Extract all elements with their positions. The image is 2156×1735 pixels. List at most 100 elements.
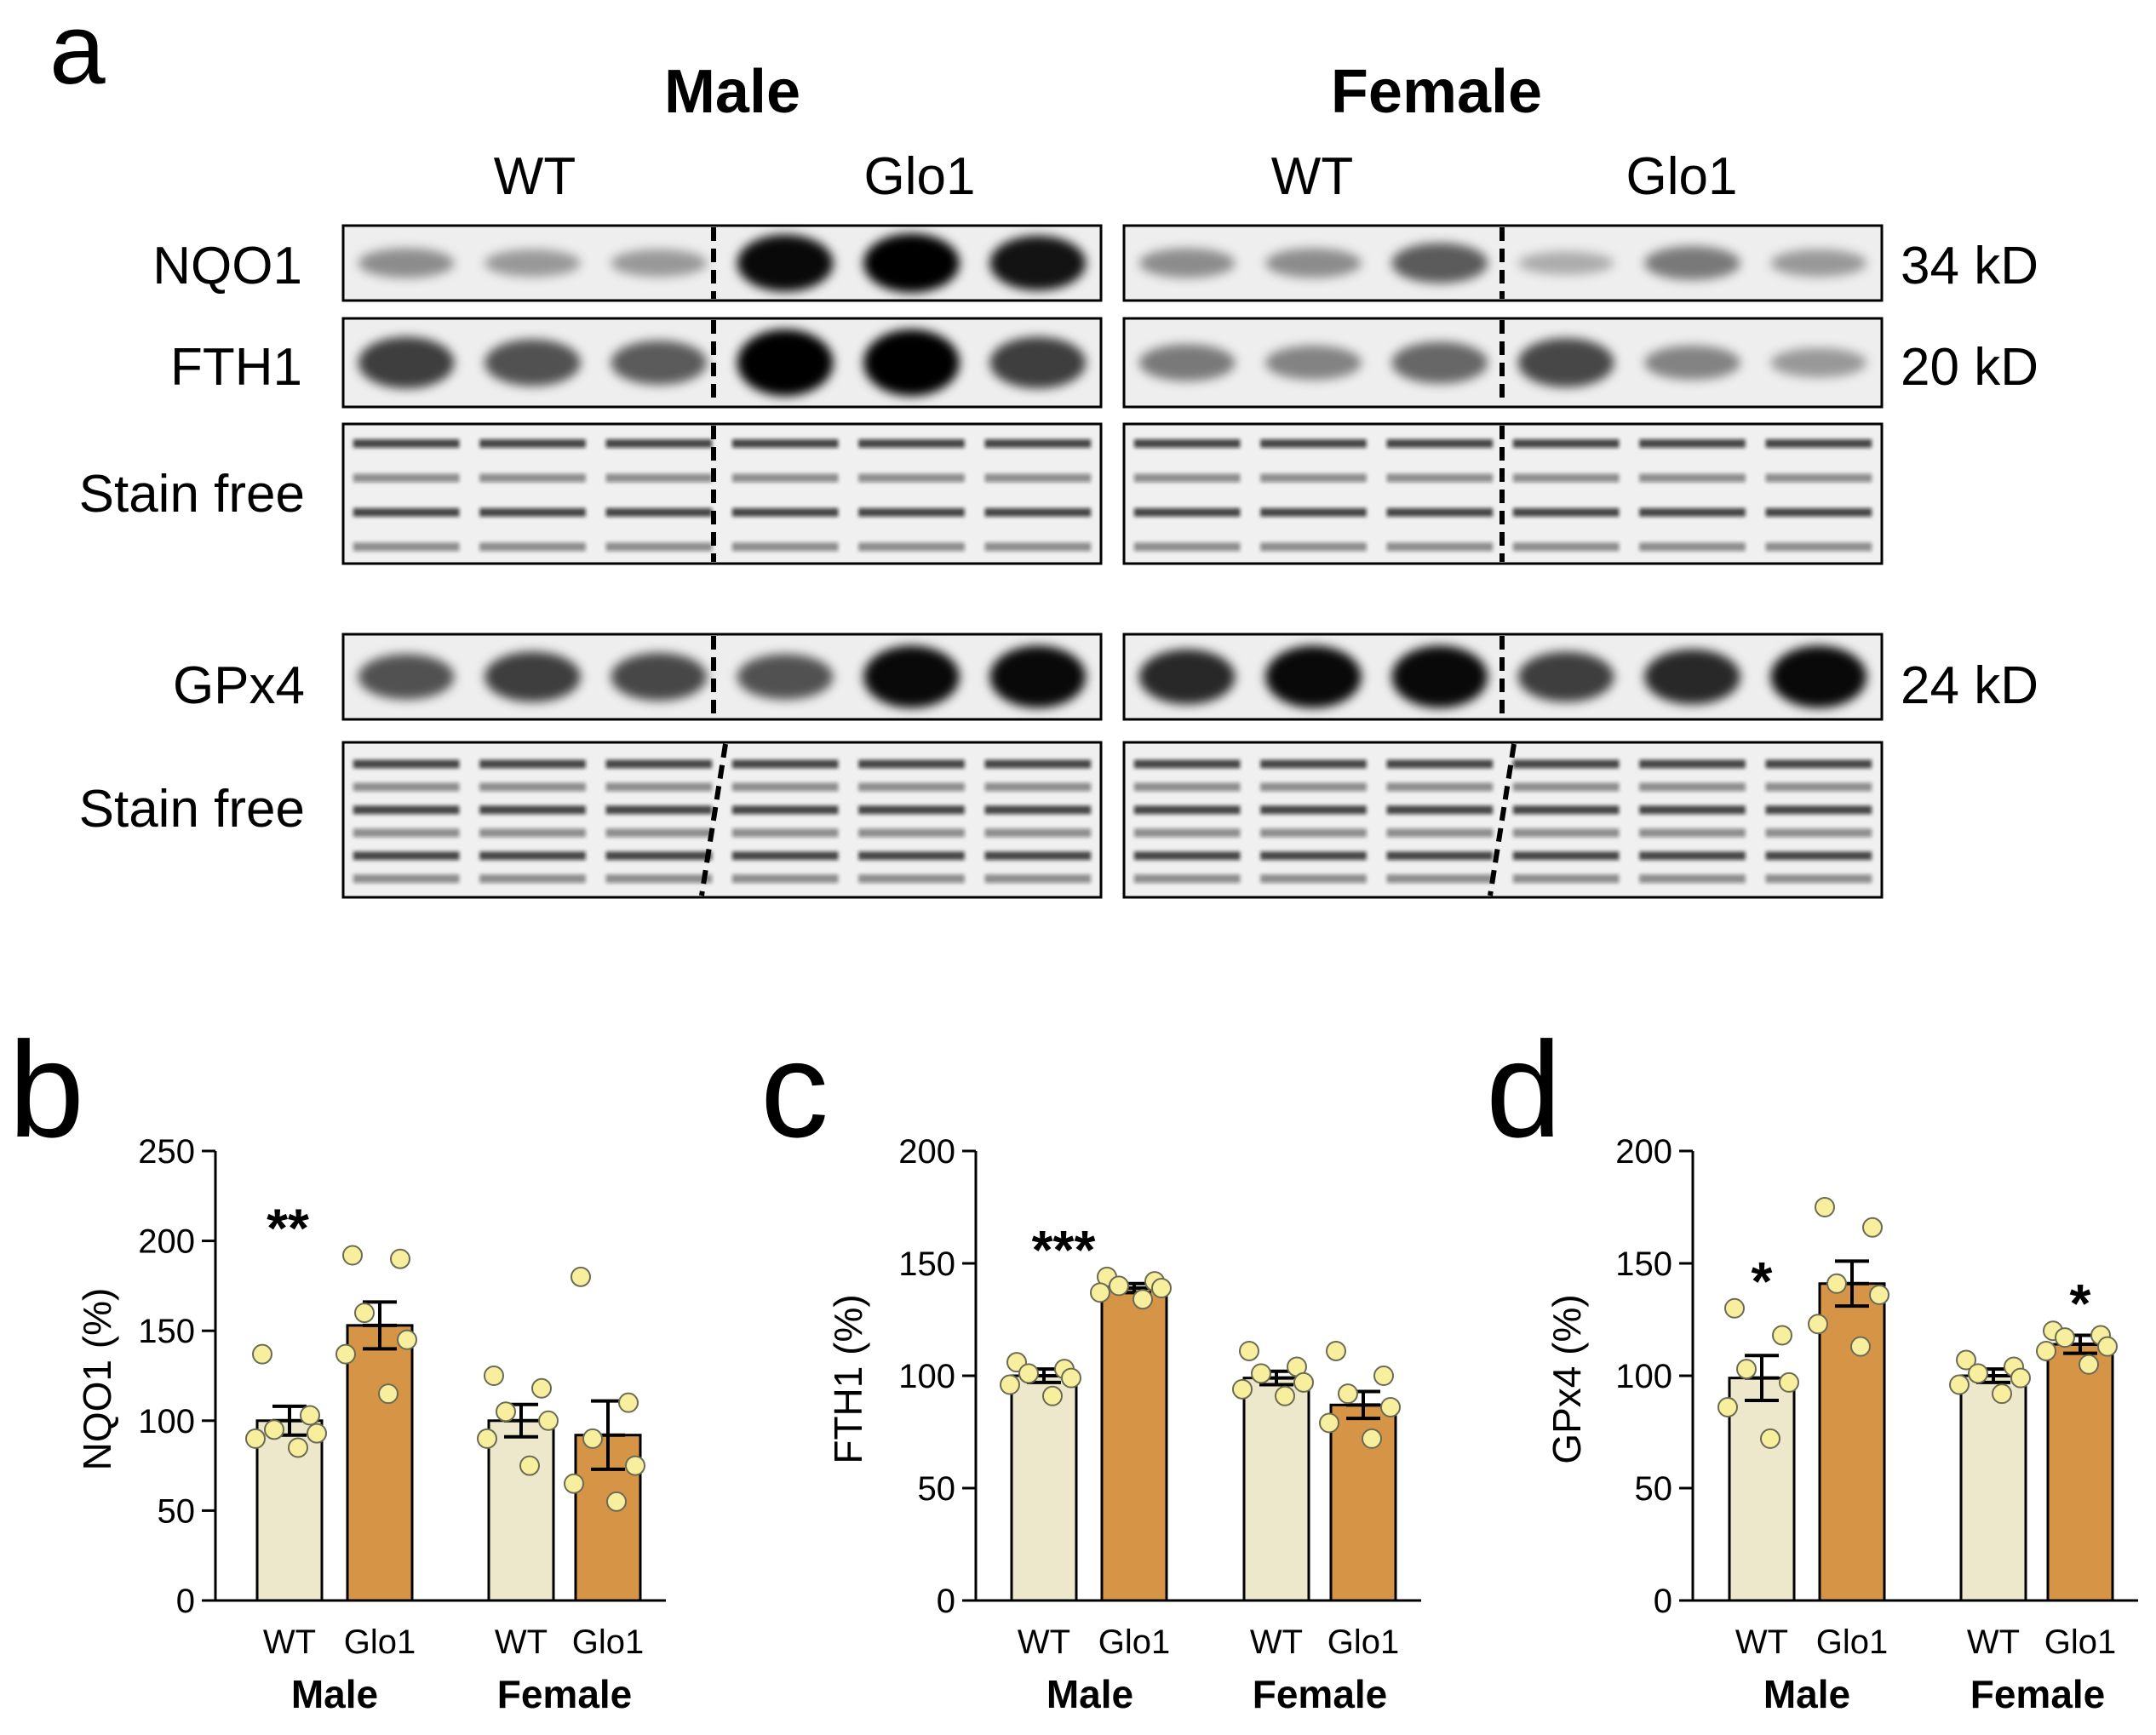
- female-header: Female: [1331, 58, 1542, 126]
- stain-band: [605, 805, 713, 815]
- x-category-label: WT: [1018, 1623, 1070, 1661]
- y-tick-label: 250: [138, 1133, 195, 1171]
- y-tick-label: 200: [898, 1133, 955, 1171]
- stain-band: [1260, 805, 1367, 815]
- y-tick-label: 150: [1615, 1245, 1672, 1283]
- y-tick-label: 50: [158, 1492, 196, 1530]
- y-tick-label: 0: [1654, 1583, 1672, 1620]
- stain-band: [1512, 438, 1620, 448]
- y-tick-label: 100: [138, 1403, 195, 1440]
- band: [358, 248, 455, 278]
- lane-separator: [1488, 743, 1517, 896]
- bar: [1100, 1286, 1168, 1602]
- stain-band: [858, 874, 965, 884]
- blot-frame-1-male: [341, 317, 1103, 409]
- kd-label-gpx4: 24 kD: [1901, 656, 2038, 715]
- band: [1265, 248, 1362, 278]
- data-point: [1736, 1359, 1757, 1380]
- stain-band: [858, 828, 965, 838]
- stain-band: [1386, 782, 1494, 792]
- panel-d-letter: d: [1486, 1013, 1562, 1165]
- stain-band: [1512, 507, 1620, 517]
- group-header-male-wt: WT: [494, 147, 576, 206]
- data-point: [496, 1401, 516, 1423]
- data-point: [378, 1383, 399, 1405]
- data-point: [1869, 1284, 1889, 1305]
- data-point: [1326, 1340, 1346, 1361]
- band: [358, 654, 455, 700]
- band: [1391, 243, 1488, 283]
- data-point: [564, 1473, 584, 1494]
- stain-band: [1512, 473, 1620, 483]
- panel-a-letter: a: [49, 0, 106, 106]
- stain-band: [858, 438, 965, 448]
- stain-band: [731, 438, 839, 448]
- blot-frame-3-male: [341, 633, 1103, 721]
- stain-band: [353, 782, 460, 792]
- data-point: [397, 1329, 417, 1350]
- blot-frame-2-male: [341, 422, 1103, 565]
- data-point: [625, 1455, 645, 1476]
- lane-separator: [699, 743, 728, 896]
- band: [485, 651, 581, 702]
- stain-band: [1260, 782, 1367, 792]
- data-point: [1239, 1340, 1259, 1361]
- band: [485, 249, 581, 278]
- data-point: [1717, 1396, 1738, 1417]
- data-point: [2097, 1336, 2118, 1357]
- stain-band: [353, 851, 460, 861]
- x-category-label: WT: [1735, 1623, 1788, 1661]
- stain-band: [1260, 507, 1367, 517]
- stain-band: [479, 851, 586, 861]
- kd-label-nqo1: 34 kD: [1901, 237, 2038, 295]
- stain-band: [1512, 874, 1620, 884]
- stain-band: [1260, 542, 1367, 552]
- data-point: [1968, 1363, 1988, 1384]
- band: [1517, 338, 1614, 387]
- stain-band: [858, 542, 965, 552]
- data-point: [606, 1491, 627, 1512]
- stain-band: [984, 473, 1092, 483]
- data-point: [477, 1428, 497, 1449]
- stain-band: [984, 782, 1092, 792]
- stain-band: [479, 473, 586, 483]
- data-point: [2079, 1354, 2099, 1375]
- stain-band: [1260, 874, 1367, 884]
- stain-band: [353, 438, 460, 448]
- stain-band: [605, 828, 713, 838]
- stain-band: [1133, 759, 1241, 769]
- stain-band: [731, 828, 839, 838]
- stain-band: [1260, 851, 1367, 861]
- stain-band: [1765, 805, 1872, 815]
- band: [989, 336, 1087, 389]
- stain-band: [1133, 507, 1241, 517]
- bar: [1818, 1282, 1886, 1602]
- stain-band: [1386, 759, 1494, 769]
- data-point: [582, 1428, 603, 1449]
- stain-band: [731, 874, 839, 884]
- stain-band: [1765, 473, 1872, 483]
- band: [737, 654, 834, 700]
- data-point: [264, 1419, 284, 1440]
- stain-band: [858, 759, 965, 769]
- stain-band: [1639, 805, 1746, 815]
- y-tick-label: 100: [898, 1358, 955, 1395]
- stain-band: [1260, 759, 1367, 769]
- stain-band: [858, 805, 965, 815]
- band: [737, 329, 834, 397]
- stain-band: [1512, 542, 1620, 552]
- significance-marker: *: [1752, 1251, 1773, 1312]
- x-category-label: WT: [1250, 1623, 1303, 1661]
- significance-marker: ***: [1032, 1219, 1096, 1280]
- y-tick-label: 50: [1635, 1470, 1673, 1508]
- x-group-label: Male: [1763, 1672, 1850, 1716]
- data-point: [1760, 1428, 1780, 1449]
- bar: [1959, 1374, 2027, 1602]
- band: [485, 339, 581, 387]
- stain-band: [1639, 782, 1746, 792]
- stain-band: [1639, 759, 1746, 769]
- significance-marker: *: [2070, 1273, 2091, 1334]
- band: [1770, 645, 1867, 708]
- stain-band: [353, 542, 460, 552]
- data-point: [2036, 1340, 2056, 1361]
